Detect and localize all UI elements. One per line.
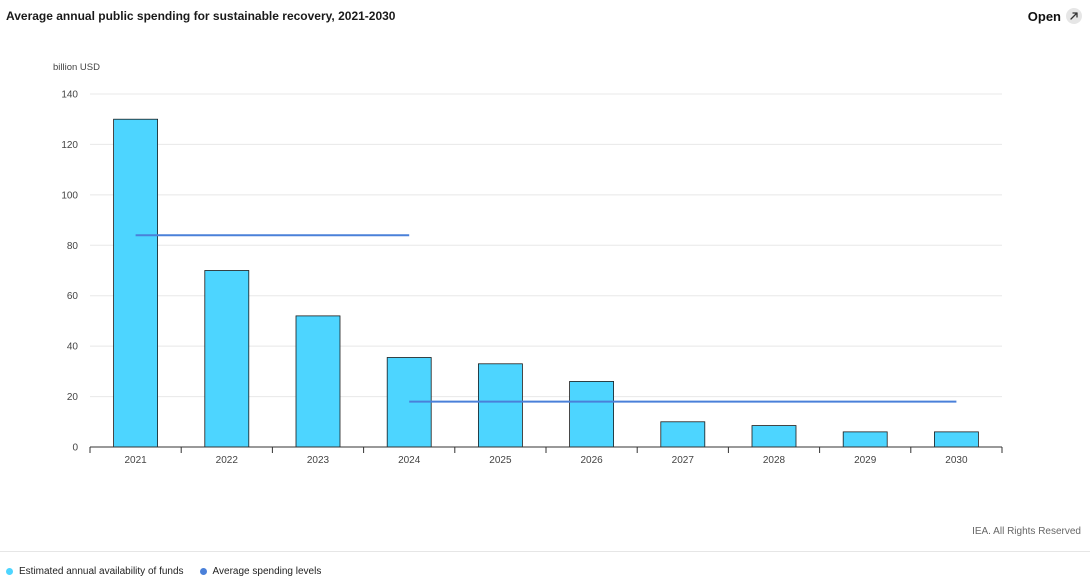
legend-label-availability: Estimated annual availability of funds [19,566,184,577]
bar [569,381,614,448]
x-tick-label: 2025 [489,455,512,466]
x-tick-label: 2023 [307,455,330,466]
y-tick-label: 140 [61,90,78,101]
open-button[interactable]: Open [1028,8,1082,24]
x-tick-label: 2022 [216,455,239,466]
legend-label-average: Average spending levels [212,566,322,577]
x-tick-label: 2026 [580,455,603,466]
axes: 0 20 40 60 80 100 120 140 2021 2022 2023 2024 2025 20… [61,90,1003,466]
open-label: Open [1027,8,1061,24]
y-tick-label: 120 [61,140,78,151]
copyright-notice: IEA. All Rights Reserved [972,526,1081,537]
y-tick-label: 20 [67,392,79,403]
bar [934,431,979,448]
gridlines [90,93,1002,398]
bar [477,363,523,448]
x-tick-label: 2024 [398,455,421,466]
y-tick-label: 80 [67,241,79,252]
x-tick-label: 2021 [124,455,147,466]
chart-title: Average annual public spending for susta… [6,9,396,23]
x-tick-label: 2027 [672,455,695,466]
legend-divider [0,551,1090,552]
legend-item-availability[interactable]: Estimated annual availability of funds [6,566,184,577]
y-tick-label: 0 [72,443,78,454]
bar [113,118,158,448]
y-unit-label: billion USD [53,62,100,73]
legend-item-average[interactable]: Average spending levels [199,566,322,577]
legend-dot-average [199,568,207,575]
y-tick-label: 100 [61,190,78,201]
y-tick-label: 40 [67,342,79,353]
bars [113,118,979,448]
average-lines [135,234,957,403]
legend-dot-availability [6,568,13,575]
bar [751,425,797,448]
external-link-icon [1066,8,1082,24]
y-tick-label: 60 [67,291,79,302]
x-tick-label: 2028 [763,455,786,466]
bar [204,270,250,448]
bar [660,421,706,448]
bar [842,431,888,448]
bar [295,315,341,448]
legend: Estimated annual availability of funds A… [6,566,321,577]
x-tick-label: 2030 [945,455,968,466]
x-tick-label: 2029 [854,455,877,466]
bar-chart: 0 20 40 60 80 100 120 140 2021 2022 2023 2024 2025 20… [53,62,1003,466]
